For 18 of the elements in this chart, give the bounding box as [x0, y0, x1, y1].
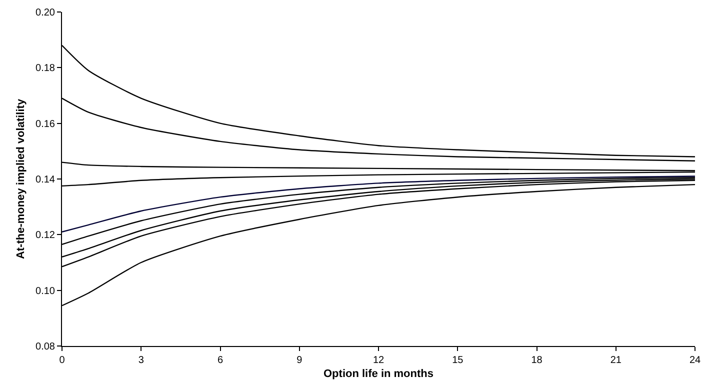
y-tick-label: 0.16	[36, 118, 56, 130]
x-tick-label: 18	[531, 355, 543, 366]
x-tick-label: 0	[59, 355, 66, 366]
x-axis-title: Option life in months	[324, 368, 434, 380]
y-tick-label: 0.20	[36, 8, 56, 18]
x-tick-label: 12	[372, 355, 384, 366]
x-tick-label: 3	[138, 355, 144, 366]
y-tick-label: 0.12	[36, 230, 56, 242]
y-tick-label: 0.18	[36, 63, 56, 74]
x-tick-label: 9	[296, 355, 303, 366]
x-tick-label: 15	[452, 355, 464, 366]
y-tick-label: 0.14	[36, 174, 56, 186]
x-tick-label: 21	[610, 355, 622, 366]
x-tick-label: 24	[689, 355, 701, 366]
y-tick-label: 0.08	[36, 342, 56, 352]
y-axis-title: At-the-money implied volatility	[15, 98, 28, 260]
y-tick-label: 0.10	[36, 286, 56, 297]
x-tick-label: 6	[217, 355, 224, 366]
